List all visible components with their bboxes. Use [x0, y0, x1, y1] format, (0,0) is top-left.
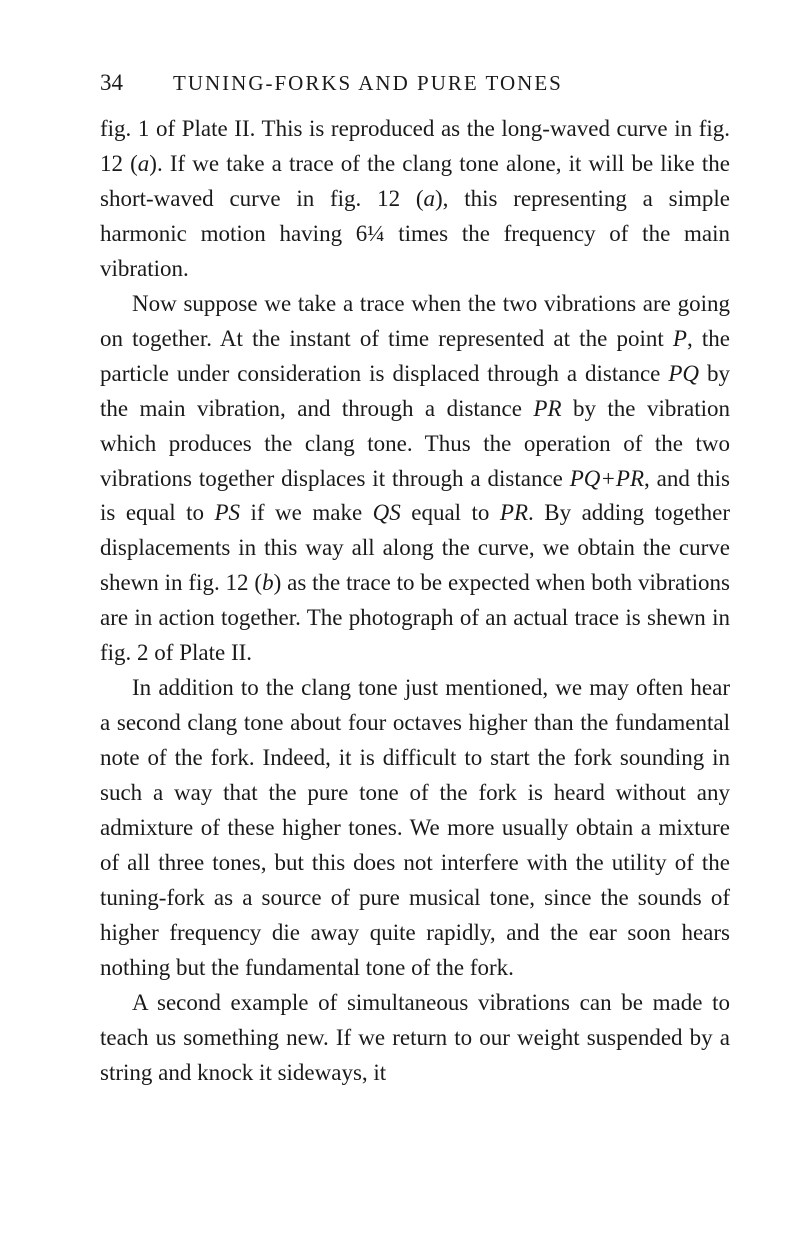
paragraph-2: Now suppose we take a trace when the two…	[100, 287, 730, 671]
page-number: 34	[100, 70, 123, 96]
page-header: 34 TUNING-FORKS AND PURE TONES	[100, 70, 730, 96]
paragraph-4: A second example of simultaneous vibrati…	[100, 986, 730, 1091]
chapter-title: TUNING-FORKS AND PURE TONES	[173, 71, 563, 96]
paragraph-1: fig. 1 of Plate II. This is reproduced a…	[100, 112, 730, 287]
body-text: fig. 1 of Plate II. This is reproduced a…	[100, 112, 730, 1091]
paragraph-3: In addition to the clang tone just menti…	[100, 671, 730, 986]
